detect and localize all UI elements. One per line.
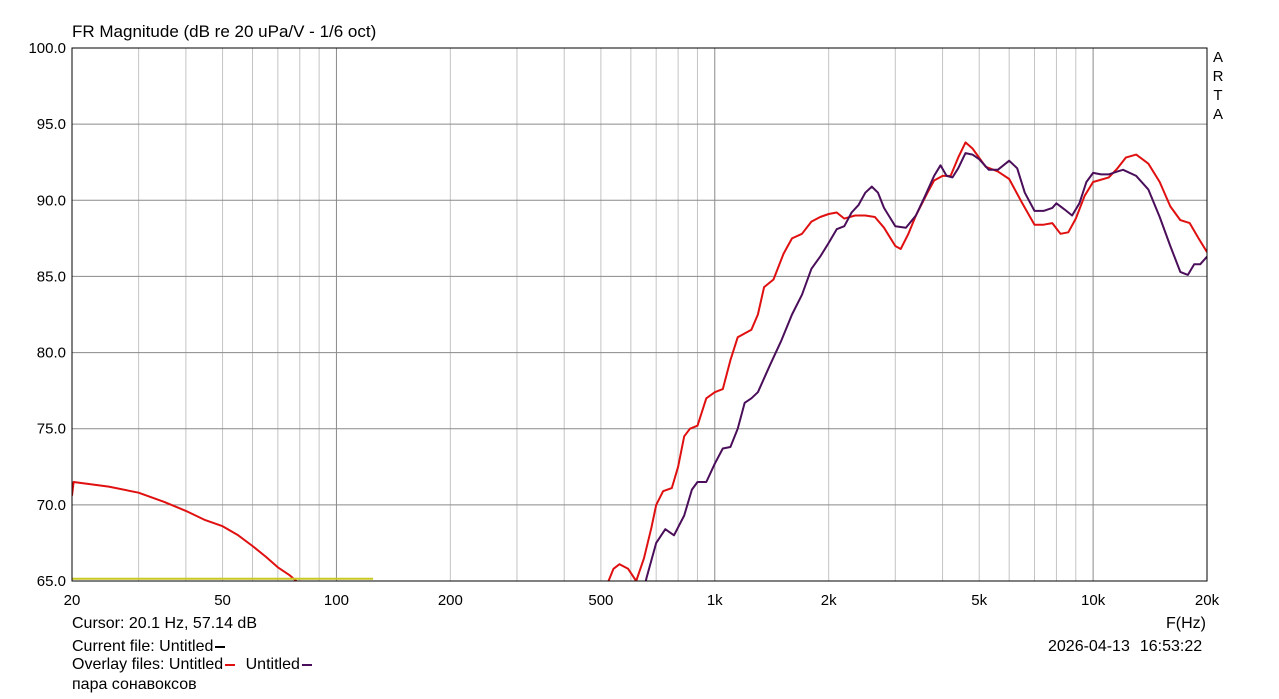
- chart-title: FR Magnitude (dB re 20 uPa/V - 1/6 oct): [72, 22, 377, 41]
- x-tick-label: 20: [64, 592, 81, 609]
- cursor-readout: Cursor: 20.1 Hz, 57.14 dB: [72, 615, 257, 632]
- series-line-2: [644, 152, 1207, 581]
- x-tick-label: 1k: [707, 592, 723, 609]
- y-tick-label: 75.0: [37, 421, 66, 438]
- grid-lines: [71, 47, 1208, 582]
- timestamp: 2026-04-13 16:53:22: [1048, 638, 1202, 656]
- note-text: пара сонавоксов: [72, 676, 197, 693]
- overlay2-swatch: [301, 663, 312, 666]
- x-tick-label: 50: [214, 592, 231, 609]
- overlay-files-legend: Overlay files: Untitled Untitled: [72, 656, 312, 674]
- date-text: 2026-04-13: [1048, 638, 1130, 655]
- x-tick-label: 2k: [821, 592, 837, 609]
- x-tick-label: 20k: [1195, 592, 1220, 609]
- x-tick-labels: 20 50 100 200 500 1k 2k 5k 10k 20k: [64, 592, 1220, 609]
- x-tick-label: 100: [324, 592, 349, 609]
- time-text: 16:53:22: [1139, 638, 1203, 655]
- arta-letter: R: [1212, 68, 1224, 85]
- y-tick-labels: 100.0 95.0 90.0 85.0 80.0 75.0 70.0 65.0: [28, 40, 66, 590]
- current-file-swatch: [215, 645, 226, 648]
- overlay-files-label: Overlay files: Untitled: [72, 656, 224, 673]
- series-line-1: [72, 141, 1207, 581]
- series-lines: [72, 141, 1207, 581]
- y-tick-label: 70.0: [37, 497, 66, 514]
- arta-letter: A: [1212, 49, 1223, 66]
- y-tick-label: 90.0: [37, 192, 66, 209]
- x-tick-label: 5k: [971, 592, 987, 609]
- x-tick-label: 200: [438, 592, 463, 609]
- y-tick-label: 85.0: [37, 268, 66, 285]
- y-tick-label: 65.0: [37, 573, 66, 590]
- plot-frame: [71, 47, 1208, 582]
- overlay2-label: Untitled: [245, 656, 300, 673]
- y-tick-label: 100.0: [28, 40, 66, 57]
- y-tick-label: 80.0: [37, 345, 66, 362]
- x-tick-label: 500: [588, 592, 613, 609]
- current-file-legend: Current file: Untitled: [72, 638, 226, 656]
- x-tick-label: 10k: [1081, 592, 1106, 609]
- x-axis-unit-label: F(Hz): [1166, 615, 1206, 632]
- arta-letter: T: [1213, 87, 1223, 104]
- y-tick-label: 95.0: [37, 116, 66, 133]
- arta-letter: A: [1212, 106, 1223, 123]
- current-file-label: Current file: Untitled: [72, 638, 214, 655]
- overlay1-swatch: [225, 663, 236, 666]
- arta-watermark: A R T A: [1212, 48, 1224, 124]
